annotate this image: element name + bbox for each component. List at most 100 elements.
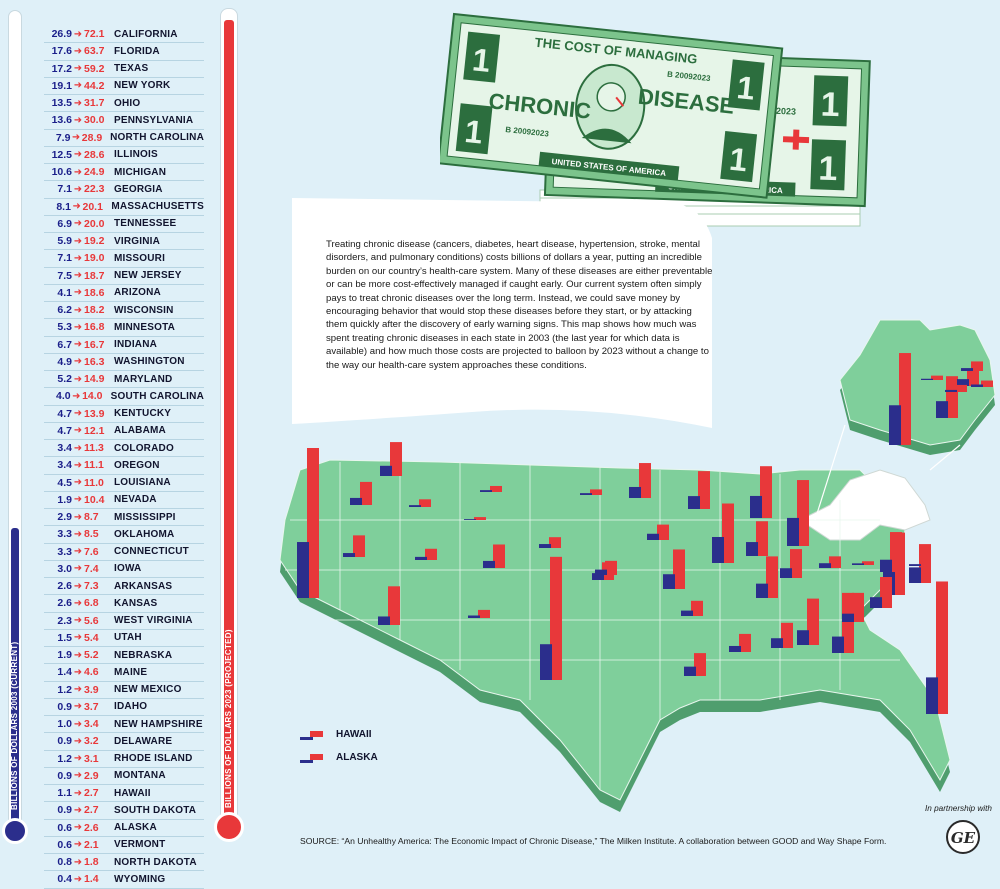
bar-2023 <box>425 548 437 560</box>
state-row: 26.9 ➜ 72.1 CALIFORNIA <box>44 26 204 44</box>
bar-2023 <box>797 480 809 546</box>
arrow-icon: ➜ <box>73 753 83 765</box>
value-2003: 13.5 <box>51 97 72 110</box>
value-2023: 18.6 <box>84 286 105 299</box>
arrow-icon: ➜ <box>73 166 83 178</box>
state-row: 2.3 ➜ 5.6 WEST VIRGINIA <box>44 613 204 630</box>
value-2023: 14.9 <box>84 373 105 386</box>
bar-2023 <box>766 556 778 598</box>
state-row: 2.6 ➜ 7.3 ARKANSAS <box>44 578 204 596</box>
state-name: KANSAS <box>114 597 158 609</box>
state-name: MINNESOTA <box>114 321 176 333</box>
state-row: 7.1 ➜ 19.0 MISSOURI <box>44 250 204 268</box>
state-row: 1.2 ➜ 3.9 NEW MEXICO <box>44 682 204 699</box>
state-row: 0.9 ➜ 2.7 SOUTH DAKOTA <box>44 802 204 820</box>
bar-2023 <box>971 361 983 371</box>
value-2023: 5.4 <box>84 631 99 644</box>
arrow-icon: ➜ <box>73 615 83 627</box>
bar-2023 <box>739 633 751 652</box>
bar-2003 <box>464 519 476 520</box>
legend-hawaii-mark <box>300 731 323 740</box>
state-name: NEW YORK <box>114 80 171 92</box>
value-2003: 1.0 <box>57 718 72 731</box>
value-2023: 7.6 <box>84 545 99 558</box>
state-row: 1.9 ➜ 5.2 NEBRASKA <box>44 647 204 665</box>
value-2003: 4.9 <box>57 355 72 368</box>
state-row: 3.4 ➜ 11.1 OREGON <box>44 457 204 475</box>
value-2023: 11.3 <box>84 442 104 455</box>
state-row: 6.2 ➜ 18.2 WISCONSIN <box>44 302 204 320</box>
inset-connector <box>814 424 961 521</box>
value-2003: 5.2 <box>57 373 72 386</box>
bar-2023 <box>760 466 772 518</box>
value-2003: 17.2 <box>51 62 72 75</box>
bar-2023 <box>550 556 562 680</box>
value-2003: 5.9 <box>57 235 72 248</box>
state-name: MAINE <box>114 666 148 678</box>
bar-2003 <box>936 401 948 418</box>
value-2003: 0.9 <box>57 735 72 748</box>
value-2023: 2.6 <box>84 821 99 834</box>
state-row: 7.1 ➜ 22.3 GEORGIA <box>44 181 204 199</box>
value-2003: 6.7 <box>57 338 72 351</box>
arrow-icon: ➜ <box>73 356 83 368</box>
state-name: INDIANA <box>114 339 158 351</box>
map-bars <box>297 353 993 714</box>
bar-2003 <box>712 536 724 563</box>
bar-2003 <box>771 638 783 648</box>
state-name: CONNECTICUT <box>114 546 189 558</box>
bar-2003 <box>688 496 700 509</box>
value-2023: 3.4 <box>84 718 99 731</box>
value-2023: 28.9 <box>81 131 103 144</box>
arrow-icon: ➜ <box>73 442 83 454</box>
bar-2003 <box>921 378 933 380</box>
state-row: 4.9 ➜ 16.3 WASHINGTON <box>44 354 204 371</box>
arrow-icon: ➜ <box>73 252 83 264</box>
ge-logo: GE <box>946 820 980 854</box>
bar-2003 <box>842 613 854 622</box>
bar-2023 <box>807 598 819 645</box>
bar-2023 <box>673 549 685 589</box>
value-2003: 0.9 <box>57 769 72 782</box>
value-2003: 1.9 <box>57 649 72 662</box>
state-row: 19.1 ➜ 44.2 NEW YORK <box>44 78 204 95</box>
state-name: SOUTH DAKOTA <box>114 804 197 816</box>
arrow-icon: ➜ <box>73 408 83 420</box>
thermometer-current-fill <box>11 528 19 828</box>
arrow-icon: ➜ <box>73 546 83 558</box>
bar-2023 <box>852 592 864 622</box>
bar-2023 <box>639 463 651 498</box>
bar-2003 <box>378 616 390 625</box>
arrow-icon: ➜ <box>73 580 83 592</box>
value-2003: 2.6 <box>57 580 72 593</box>
bar-2003 <box>540 644 552 680</box>
arrow-icon: ➜ <box>72 201 81 213</box>
arrow-icon: ➜ <box>73 632 83 644</box>
arrow-icon: ➜ <box>73 856 83 868</box>
value-2023: 5.6 <box>84 614 99 627</box>
value-2023: 1.4 <box>84 873 99 886</box>
state-row: 3.4 ➜ 11.3 COLORADO <box>44 440 204 458</box>
state-borders <box>285 462 900 790</box>
state-row: 4.7 ➜ 12.1 ALABAMA <box>44 423 204 440</box>
value-2003: 3.3 <box>57 545 72 558</box>
bar-2003 <box>880 559 892 572</box>
value-2023: 3.7 <box>84 700 99 713</box>
state-name: CALIFORNIA <box>114 28 178 40</box>
bar-2003 <box>945 389 957 392</box>
value-2023: 12.1 <box>84 424 105 437</box>
bar-2003 <box>480 490 492 492</box>
state-row: 1.2 ➜ 3.1 RHODE ISLAND <box>44 751 204 768</box>
value-2023: 2.7 <box>84 804 99 817</box>
value-2003: 2.3 <box>57 614 72 627</box>
state-name: WASHINGTON <box>114 356 185 368</box>
arrow-icon: ➜ <box>73 511 83 523</box>
value-2023: 2.7 <box>84 787 99 800</box>
state-row: 0.9 ➜ 2.9 MONTANA <box>44 768 204 785</box>
bar-2023 <box>899 353 911 445</box>
value-2023: 13.9 <box>84 407 105 420</box>
value-2023: 20.0 <box>84 217 105 230</box>
northeast-highlight <box>799 469 931 541</box>
bar-2023 <box>360 481 372 505</box>
state-row: 7.5 ➜ 18.7 NEW JERSEY <box>44 268 204 285</box>
